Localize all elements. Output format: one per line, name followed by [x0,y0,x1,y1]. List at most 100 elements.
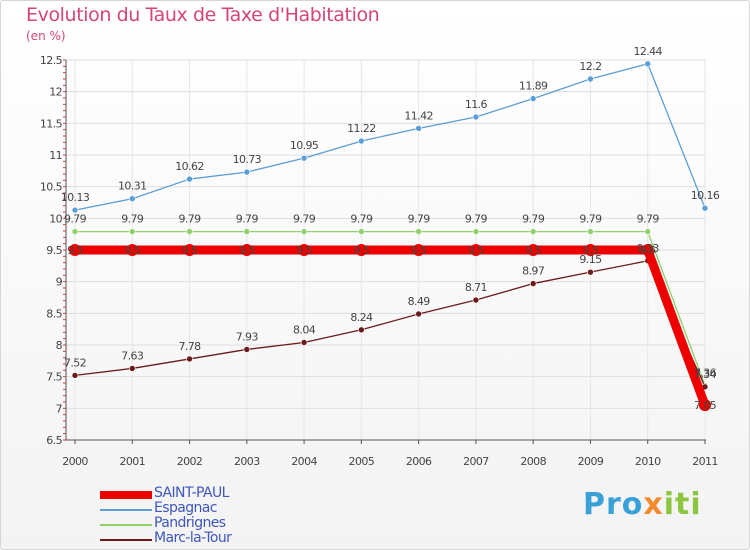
y-tick-label: 6.5 [46,434,62,447]
data-label: 9.79 [522,213,545,226]
data-point [469,244,482,256]
data-label: 9.79 [579,213,602,226]
data-point [71,228,79,235]
data-label: 9.79 [178,213,201,226]
chart-subtitle: (en %) [26,29,66,43]
legend-label: Marc-la-Tour [154,530,232,546]
data-label: 9.5 [411,244,427,257]
data-point [298,244,311,256]
data-label: 9.15 [579,253,602,266]
data-point [358,228,365,235]
data-point [240,244,253,256]
data-label: 9.5 [525,244,541,257]
y-tick-label: 11.5 [40,117,63,130]
legend-label: Pandrignes [154,515,226,531]
data-point [69,244,81,256]
data-label: 9.5 [239,244,255,257]
x-tick-label: 2004 [291,455,317,468]
x-tick-label: 2009 [578,455,604,468]
data-point [587,268,594,276]
data-point [644,228,652,235]
data-label: 7.52 [64,356,86,369]
chart-title: Evolution du Taux de Taxe d'Habitation [26,4,380,26]
y-tick-label: 12 [49,86,62,99]
data-label: 7.63 [121,349,144,362]
data-point [243,346,251,353]
series-line-marc-la-tour [74,260,706,388]
data-label: 9.5 [583,244,599,257]
data-point [128,195,136,202]
data-point [358,137,365,145]
proxiti-logo: Proxiti [583,487,702,522]
data-label: 8.71 [465,281,487,294]
data-label: 9.5 [296,244,312,257]
data-label: 7.34 [694,368,717,381]
data-point [584,244,597,256]
data-label: 9.5 [67,244,83,257]
data-label: 7.93 [236,330,259,343]
data-point [472,228,480,235]
y-tick-label: 10 [49,212,62,225]
data-point [128,228,136,235]
data-label: 9.5 [354,244,370,257]
y-tick-label: 9 [56,276,63,289]
data-point [186,175,193,183]
x-tick-label: 2007 [463,455,489,468]
data-point [641,244,654,256]
data-label: 9.79 [236,213,259,226]
data-label: 8.04 [293,323,316,336]
data-label: 10.73 [233,153,262,166]
data-point [529,95,537,102]
data-point [529,280,537,287]
x-tick-label: 2011 [692,455,718,468]
data-point [355,244,368,256]
data-point [300,339,308,346]
y-tick-label: 7 [56,402,63,415]
data-point [472,113,480,121]
data-point [529,228,537,235]
x-tick-label: 2003 [234,455,260,468]
data-label: 10.31 [118,180,147,193]
x-tick-label: 2005 [349,455,375,468]
data-label: 9.79 [293,213,316,226]
data-point [412,244,425,256]
data-label: 9.79 [64,213,87,226]
data-point [699,399,711,412]
data-label: 9.5 [182,244,198,257]
data-label: 10.95 [290,139,319,152]
x-tick-label: 2002 [177,455,203,468]
data-point [644,60,652,68]
data-point [587,228,594,235]
data-label: 7.05 [694,399,717,412]
x-tick-label: 2001 [119,455,145,468]
x-tick-label: 2010 [635,455,661,468]
data-point [186,355,193,363]
data-label: 11.42 [404,109,433,122]
data-point [71,372,79,379]
data-point [415,228,422,235]
legend-swatch [100,524,152,526]
data-point [128,365,136,372]
y-tick-label: 9.5 [46,244,62,257]
data-point [300,228,308,235]
legend-label: Espagnac [154,500,217,516]
data-point [415,125,422,132]
legend-swatch [100,509,152,511]
y-tick-label: 12.5 [40,54,63,67]
data-label: 9.79 [350,213,373,226]
data-label: 9.5 [468,244,484,257]
data-label: 8.24 [350,311,373,324]
series-line-espagnac [74,63,706,211]
series-line-pandrignes [75,230,706,386]
data-label: 10.13 [61,191,90,204]
legend-swatch [100,491,152,499]
data-label: 9.5 [640,244,656,257]
data-point [186,228,193,235]
y-tick-label: 11 [49,149,62,162]
data-point [587,75,594,83]
y-tick-label: 10.5 [40,181,63,194]
data-label: 12.44 [633,45,662,58]
data-point [300,154,308,162]
data-point [183,244,196,256]
